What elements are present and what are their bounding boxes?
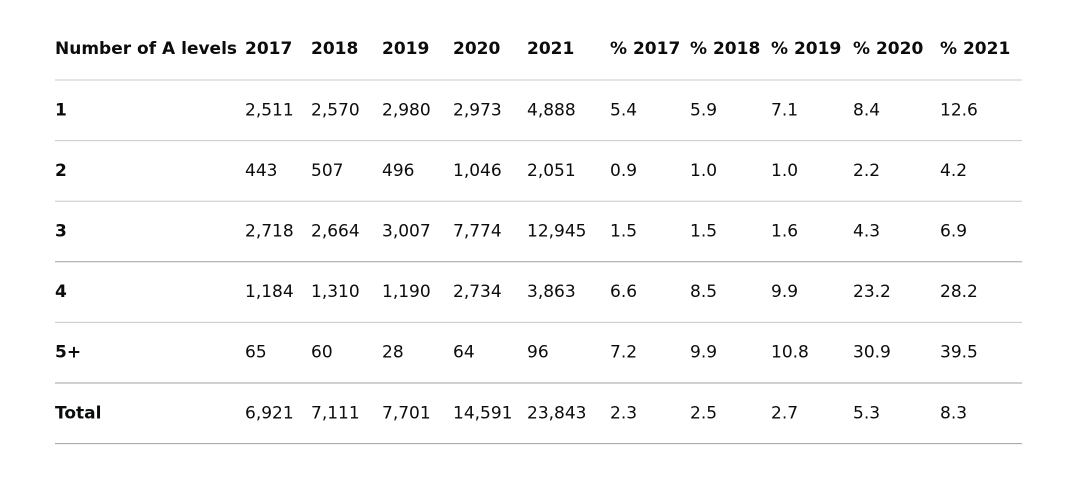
table-cell: 4,888	[527, 100, 576, 120]
table-cell: 0.9	[610, 161, 637, 181]
header-cell: 2019	[382, 39, 429, 59]
table-cell: 10.8	[771, 343, 809, 363]
table-cell: 39.5	[940, 343, 978, 363]
row-label: Total	[55, 403, 101, 423]
table-cell: 7.2	[610, 343, 637, 363]
table-cell: 28.2	[940, 282, 978, 302]
table-cell: 1.5	[610, 222, 637, 242]
table-cell: 1,046	[453, 161, 502, 181]
table-cell: 6,921	[245, 403, 294, 423]
table-cell: 12,945	[527, 222, 586, 242]
header-cell: Number of A levels	[55, 39, 237, 59]
table-cell: 8.3	[940, 403, 967, 423]
table-cell: 9.9	[690, 343, 717, 363]
table-cell: 65	[245, 343, 267, 363]
table-cell: 2.2	[853, 161, 880, 181]
table-cell: 2.3	[610, 403, 637, 423]
table-cell: 8.4	[853, 100, 880, 120]
table-cell: 507	[311, 161, 343, 181]
table-cell: 9.9	[771, 282, 798, 302]
table-cell: 7,111	[311, 403, 360, 423]
header-cell: % 2021	[940, 39, 1010, 59]
table-cell: 2,051	[527, 161, 576, 181]
table-cell: 7,701	[382, 403, 431, 423]
table-cell: 6.6	[610, 282, 637, 302]
table-cell: 23,843	[527, 403, 586, 423]
table-cell: 12.6	[940, 100, 978, 120]
table-cell: 1,184	[245, 282, 294, 302]
row-label: 3	[55, 222, 67, 242]
table-cell: 64	[453, 343, 475, 363]
table-cell: 14,591	[453, 403, 512, 423]
table-cell: 2,734	[453, 282, 502, 302]
table-cell: 5.4	[610, 100, 637, 120]
table-cell: 2,664	[311, 222, 360, 242]
table-cell: 3,863	[527, 282, 576, 302]
header-cell: % 2017	[610, 39, 680, 59]
table-cell: 8.5	[690, 282, 717, 302]
row-label: 4	[55, 282, 67, 302]
table-cell: 2,570	[311, 100, 360, 120]
header-cell: 2018	[311, 39, 358, 59]
table-cell: 496	[382, 161, 414, 181]
table-cell: 1.0	[690, 161, 717, 181]
table-cell: 5.9	[690, 100, 717, 120]
table-cell: 443	[245, 161, 277, 181]
table-cell: 1,190	[382, 282, 431, 302]
header-cell: 2017	[245, 39, 292, 59]
table-cell: 4.3	[853, 222, 880, 242]
table-cell: 1.0	[771, 161, 798, 181]
header-cell: 2020	[453, 39, 500, 59]
table-cell: 2,718	[245, 222, 294, 242]
header-cell: % 2020	[853, 39, 923, 59]
table-cell: 2.7	[771, 403, 798, 423]
table-cell: 7,774	[453, 222, 502, 242]
header-cell: % 2018	[690, 39, 760, 59]
table-cell: 1,310	[311, 282, 360, 302]
table-cell: 60	[311, 343, 333, 363]
table-cell: 30.9	[853, 343, 891, 363]
table-cell: 7.1	[771, 100, 798, 120]
table-cell: 23.2	[853, 282, 891, 302]
table-cell: 2.5	[690, 403, 717, 423]
table-cell: 2,511	[245, 100, 294, 120]
table-cell: 28	[382, 343, 404, 363]
row-label: 1	[55, 100, 67, 120]
row-label: 5+	[55, 343, 81, 363]
table-cell: 2,973	[453, 100, 502, 120]
header-cell: 2021	[527, 39, 574, 59]
row-label: 2	[55, 161, 67, 181]
table-cell: 2,980	[382, 100, 431, 120]
table-cell: 5.3	[853, 403, 880, 423]
table-cell: 1.6	[771, 222, 798, 242]
header-cell: % 2019	[771, 39, 841, 59]
table-cell: 1.5	[690, 222, 717, 242]
table-cell: 96	[527, 343, 549, 363]
table-cell: 6.9	[940, 222, 967, 242]
table-cell: 3,007	[382, 222, 431, 242]
table-cell: 4.2	[940, 161, 967, 181]
